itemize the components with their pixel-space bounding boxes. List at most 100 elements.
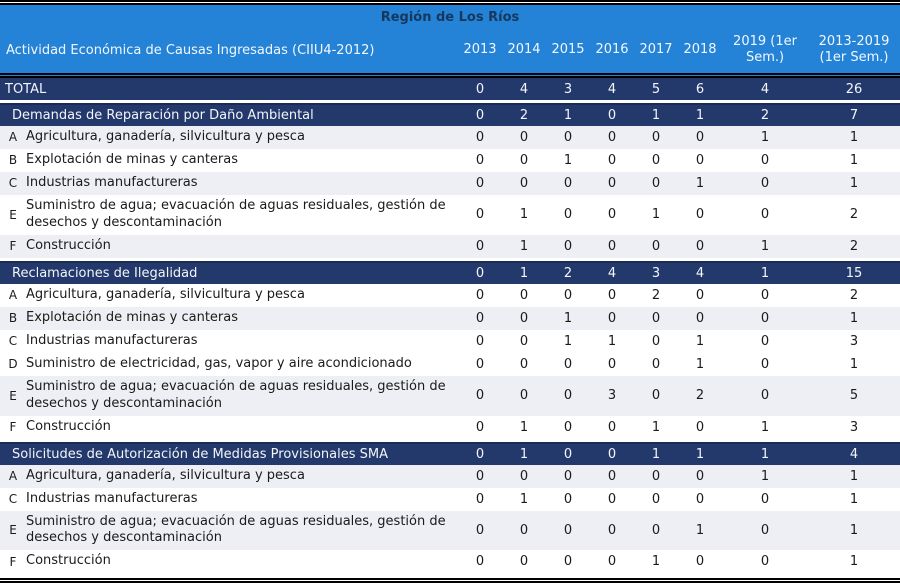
activity-label: Industrias manufactureras <box>26 332 198 348</box>
table-row: E Suministro de agua; evacuación de aguas… <box>0 375 900 416</box>
value-cell: 0 <box>760 310 770 326</box>
activity-label: Construcción <box>26 237 111 253</box>
value-cell: 0 <box>695 130 705 145</box>
value-cell: 1 <box>760 468 770 484</box>
activity-letter: E <box>9 207 17 222</box>
value-cell: 0 <box>760 356 770 372</box>
section-row: Reclamaciones de Ilegalidad 0 1 2 4 3 4 1 15 <box>0 260 900 284</box>
value-cell: 0 <box>475 356 485 372</box>
total-row: TOTAL 0 4 3 4 5 6 4 26 <box>0 78 900 100</box>
activity-label: Explotación de minas y canteras <box>26 152 238 168</box>
value-cell: 0 <box>563 207 573 223</box>
value-cell: 4 <box>695 265 705 281</box>
value-cell: 0 <box>607 153 617 168</box>
activity-label: Agricultura, ganadería, silvicultura y p… <box>26 467 305 483</box>
value-cell: 0 <box>563 522 573 538</box>
total-label: TOTAL <box>5 81 47 97</box>
value-cell: 5 <box>651 81 661 97</box>
value-cell: 1 <box>695 522 705 538</box>
value-cell: 0 <box>607 108 617 123</box>
value-cell: 6 <box>695 81 705 97</box>
column-header-row: Actividad Económica de Causas Ingresadas… <box>0 29 900 73</box>
value-cell: 0 <box>563 356 573 372</box>
value-cell: 0 <box>760 207 770 223</box>
table-row: F Construcción 0 1 0 0 0 0 1 2 <box>0 234 900 258</box>
value-cell: 1 <box>563 310 573 326</box>
header-divider <box>0 73 900 78</box>
table-row: C Industrias manufactureras 0 0 1 1 0 1 0 3 <box>0 329 900 353</box>
year-column-header: 2019 (1er Sem.) <box>733 33 797 65</box>
value-cell: 1 <box>519 419 529 435</box>
activity-cell: A Agricultura, ganadería, silvicultura y … <box>0 129 458 146</box>
activity-letter: E <box>9 388 17 403</box>
value-cell: 0 <box>651 310 661 326</box>
activity-label: Industrias manufactureras <box>26 175 198 191</box>
value-cell: 4 <box>849 446 859 462</box>
value-cell: 0 <box>607 491 617 507</box>
value-cell: 0 <box>651 176 661 191</box>
section-label: Demandas de Reparación por Daño Ambienta… <box>12 108 314 123</box>
value-cell: 4 <box>519 81 529 97</box>
value-cell: 0 <box>519 388 529 404</box>
table-row: D Suministro de electricidad, gas, vapor … <box>0 352 900 376</box>
value-cell: 2 <box>849 207 859 223</box>
value-cell: 0 <box>563 491 573 507</box>
value-cell: 1 <box>760 238 770 254</box>
table-row: B Explotación de minas y canteras 0 0 1 0 0 0 0 1 <box>0 306 900 330</box>
value-cell: 2 <box>849 238 859 254</box>
value-cell: 1 <box>519 491 529 507</box>
value-cell: 0 <box>475 108 485 123</box>
activity-cell: C Industrias manufactureras <box>0 333 458 350</box>
value-cell: 0 <box>475 388 485 404</box>
value-cell: 1 <box>695 108 705 123</box>
divider-gap <box>0 75 900 76</box>
value-cell: 2 <box>695 388 705 404</box>
value-cell: 1 <box>760 446 770 462</box>
value-cell: 1 <box>651 207 661 223</box>
value-cell: 0 <box>651 333 661 349</box>
activity-label: Construcción <box>26 553 111 569</box>
value-cell: 1 <box>695 356 705 372</box>
value-cell: 1 <box>849 356 859 372</box>
table-row: A Agricultura, ganadería, silvicultura y … <box>0 283 900 307</box>
section-row: Demandas de Reparación por Daño Ambienta… <box>0 103 900 126</box>
value-cell: 0 <box>695 310 705 326</box>
value-cell: 0 <box>563 238 573 254</box>
value-cell: 1 <box>695 446 705 462</box>
activity-label: Suministro de agua; evacuación de aguas … <box>26 198 446 230</box>
value-cell: 0 <box>651 522 661 538</box>
value-cell: 1 <box>651 446 661 462</box>
table-row: A Agricultura, ganadería, silvicultura y … <box>0 126 900 149</box>
top-border-gap <box>0 2 900 3</box>
activity-letter: B <box>8 153 18 168</box>
value-cell: 2 <box>651 287 661 303</box>
year-column-header: 2018 <box>683 41 717 57</box>
value-cell: 3 <box>607 388 617 404</box>
value-cell: 1 <box>849 468 859 484</box>
value-cell: 0 <box>475 446 485 462</box>
value-cell: 5 <box>849 388 859 404</box>
value-cell: 0 <box>607 310 617 326</box>
value-cell: 2 <box>563 265 573 281</box>
value-cell: 0 <box>519 554 529 570</box>
activity-cell: F Construcción <box>0 238 458 255</box>
value-cell: 1 <box>563 108 573 123</box>
value-cell: 0 <box>475 81 485 97</box>
value-cell: 1 <box>849 176 859 191</box>
bottom-padding <box>0 573 900 578</box>
activity-column-header: Actividad Económica de Causas Ingresadas… <box>6 42 375 58</box>
activity-letter: C <box>8 492 18 507</box>
section-row: Solicitudes de Autorización de Medidas P… <box>0 441 900 465</box>
table-title: Región de Los Ríos <box>380 9 520 25</box>
top-border-line <box>0 0 900 2</box>
value-cell: 0 <box>695 554 705 570</box>
activity-cell: C Industrias manufactureras <box>0 175 458 192</box>
value-cell: 0 <box>607 287 617 303</box>
value-cell: 1 <box>651 419 661 435</box>
value-cell: 0 <box>651 491 661 507</box>
year-column-header: 2013-2019 (1er Sem.) <box>818 33 890 65</box>
value-cell: 0 <box>475 238 485 254</box>
value-cell: 3 <box>849 333 859 349</box>
value-cell: 0 <box>651 356 661 372</box>
activity-label: Agricultura, ganadería, silvicultura y p… <box>26 286 305 302</box>
